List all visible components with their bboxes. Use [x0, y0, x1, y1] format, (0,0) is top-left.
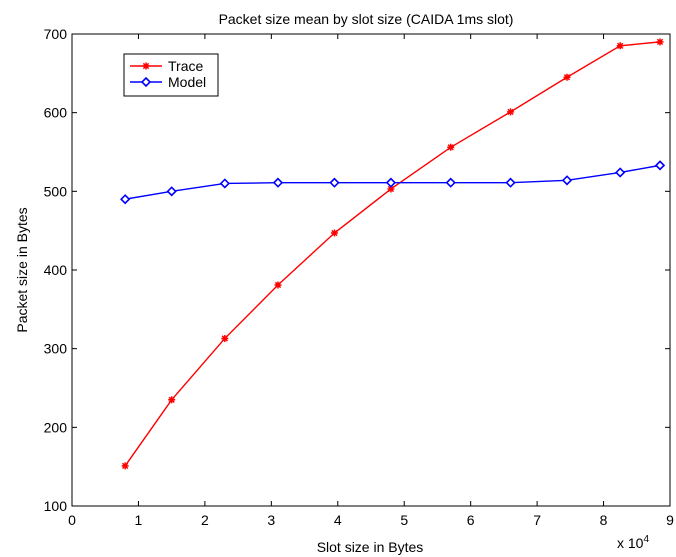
x-tick-label: 1 — [135, 512, 143, 528]
data-point-trace — [168, 396, 176, 404]
data-point-trace — [563, 73, 571, 81]
plot-area — [71, 33, 671, 507]
y-tick-label: 600 — [44, 105, 68, 121]
series-trace — [121, 38, 664, 470]
x-tick-label: 7 — [533, 512, 541, 528]
x-tick-label: 4 — [334, 512, 342, 528]
data-point-model — [219, 178, 230, 189]
data-point-trace — [656, 38, 664, 46]
x-tick-label: 2 — [201, 512, 209, 528]
x-axis-multiplier-exponent: 4 — [643, 534, 649, 545]
data-point-model — [329, 177, 340, 188]
legend-marker-model — [140, 76, 152, 88]
data-point-trace — [221, 334, 229, 342]
data-point-trace — [274, 281, 282, 289]
chart-title: Packet size mean by slot size (CAIDA 1ms… — [219, 11, 514, 27]
x-tick-label: 8 — [600, 512, 608, 528]
legend-label-model: Model — [168, 74, 206, 90]
data-point-model — [120, 194, 131, 205]
y-tick-label: 700 — [44, 26, 68, 42]
y-tick-label: 400 — [44, 262, 68, 278]
x-axis-multiplier: x 104 — [617, 534, 649, 551]
x-tick-label: 6 — [467, 512, 475, 528]
data-point-model — [505, 177, 516, 188]
y-tick-label: 200 — [44, 419, 68, 435]
data-point-trace — [330, 229, 338, 237]
x-tick-label: 3 — [267, 512, 275, 528]
x-axis-title: Slot size in Bytes — [317, 539, 424, 555]
legend-label-trace: Trace — [168, 58, 203, 74]
data-point-trace — [447, 143, 455, 151]
data-point-trace — [507, 108, 515, 116]
legend-box — [123, 53, 219, 97]
y-axis-title: Packet size in Bytes — [14, 207, 30, 332]
data-point-model — [272, 177, 284, 188]
data-point-model — [385, 177, 397, 188]
y-tick-label: 100 — [44, 498, 68, 514]
x-tick-label: 9 — [666, 512, 674, 528]
data-point-trace — [387, 185, 395, 193]
legend-marker-trace — [142, 62, 150, 70]
data-point-trace — [616, 42, 624, 50]
x-tick-label: 5 — [400, 512, 408, 528]
y-tick-label: 300 — [44, 341, 68, 357]
data-point-trace — [121, 462, 129, 470]
data-point-model — [166, 186, 177, 197]
x-tick-label: 0 — [68, 512, 76, 528]
y-tick-label: 500 — [44, 183, 68, 199]
data-point-model — [561, 175, 573, 186]
series-line-trace — [124, 41, 661, 467]
data-point-model — [445, 177, 456, 188]
data-point-model — [615, 167, 626, 178]
series-model — [120, 160, 666, 205]
data-point-model — [654, 160, 666, 171]
